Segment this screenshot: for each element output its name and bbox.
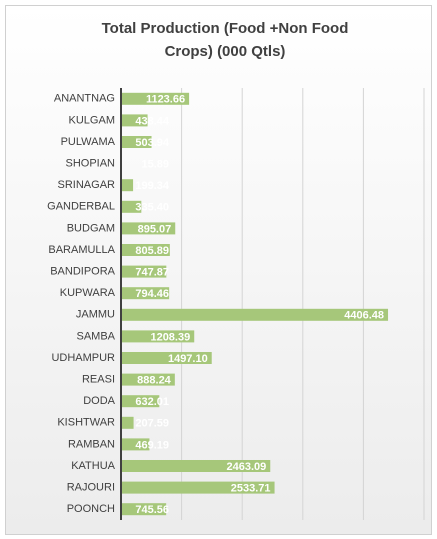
data-label: 2533.71 (231, 483, 271, 495)
y-tick-label: POONCH (67, 503, 115, 515)
bar (121, 395, 160, 408)
bar (121, 352, 212, 364)
y-tick-label: SAMBA (76, 330, 115, 342)
bar (121, 179, 134, 192)
y-tick-label: KULGAM (69, 114, 115, 126)
bar (121, 460, 271, 472)
y-tick-label: PULWAMA (61, 136, 116, 148)
bar (121, 481, 275, 494)
data-label: 199.34 (135, 180, 170, 192)
chart-title: Total Production (Food +Non Food Crops) … (101, 20, 349, 60)
data-label: 1123.66 (146, 94, 185, 106)
y-tick-label: KATHUA (71, 460, 115, 472)
data-label: 632.01 (135, 396, 169, 408)
data-label: 805.89 (135, 245, 169, 257)
bar (121, 308, 389, 321)
bar (121, 222, 176, 235)
y-tick-label: RAJOURI (67, 482, 115, 494)
bar (121, 438, 150, 451)
data-label: 745.56 (135, 504, 169, 516)
chart-panel (5, 5, 432, 535)
bar (121, 200, 142, 213)
data-label: 469.19 (135, 439, 169, 451)
y-tick-label: DODA (83, 395, 115, 407)
y-tick-label: REASI (82, 374, 115, 386)
bar (121, 114, 148, 127)
bar (121, 503, 167, 516)
bar (121, 136, 152, 148)
y-tick-label: RAMBAN (68, 438, 115, 450)
y-tick-label: BUDGAM (67, 222, 115, 234)
y-tick-label: BANDIPORA (50, 266, 115, 278)
bar (121, 330, 195, 343)
y-tick-label: KISHTWAR (57, 417, 115, 429)
y-tick-label: SHOPIAN (65, 158, 115, 170)
data-label: 888.24 (137, 375, 172, 387)
y-tick-label: BARAMULLA (48, 244, 115, 256)
data-label: 895.07 (138, 223, 172, 235)
y-tick-label: KUPWARA (60, 287, 116, 299)
data-label: 4406.48 (344, 310, 384, 322)
data-label: 15.89 (141, 159, 169, 171)
bar (121, 373, 175, 386)
data-label: 747.87 (135, 267, 169, 279)
data-label: 438.44 (135, 115, 170, 127)
data-label: 207.59 (135, 418, 169, 430)
data-label: 2463.09 (226, 461, 266, 473)
y-tick-label: GANDERBAL (47, 201, 115, 213)
bar (121, 287, 170, 300)
bar (121, 416, 134, 429)
y-tick-label: ANANTNAG (54, 93, 115, 105)
data-label: 503.94 (135, 137, 170, 149)
data-label: 335.40 (135, 202, 169, 214)
y-tick-label: JAMMU (76, 309, 115, 321)
bar (121, 244, 170, 256)
bar (121, 265, 167, 278)
data-label: 1497.10 (168, 353, 208, 365)
data-label: 1208.39 (150, 331, 190, 343)
y-tick-label: SRINAGAR (58, 179, 116, 191)
bar (121, 92, 190, 105)
y-tick-label: UDHAMPUR (51, 352, 115, 364)
data-label: 794.46 (135, 288, 169, 300)
